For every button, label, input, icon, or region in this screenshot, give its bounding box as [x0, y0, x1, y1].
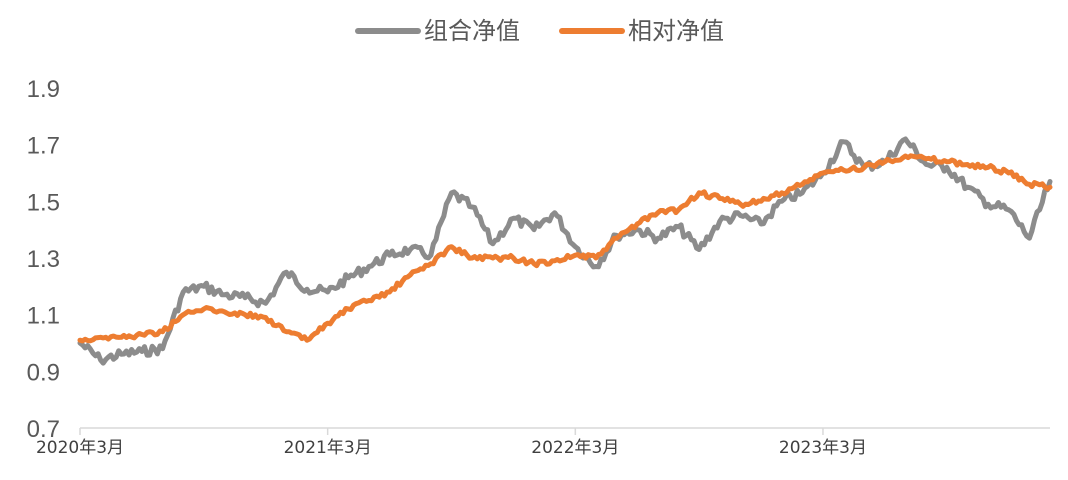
- y-tick-label: 1.7: [27, 133, 60, 160]
- y-tick-label: 1.1: [27, 303, 60, 330]
- x-tick-label: 2020年3月: [36, 438, 124, 458]
- y-tick-label: 1.5: [27, 189, 60, 216]
- legend: 组合净值 相对净值: [355, 17, 724, 45]
- y-tick-label: 0.9: [27, 359, 60, 386]
- x-tick-label: 2023年3月: [779, 438, 867, 458]
- series-line-portfolio: [77, 136, 1053, 366]
- x-tick-label: 2022年3月: [531, 438, 619, 458]
- x-tick-label: 2021年3月: [284, 438, 372, 458]
- legend-label: 相对净值: [628, 17, 724, 45]
- x-axis-ticks: 2020年3月 2021年3月 2022年3月 2023年3月: [36, 428, 867, 458]
- y-tick-label: 0.7: [27, 416, 60, 443]
- series-line-relative: [77, 153, 1053, 344]
- y-tick-label: 1.3: [27, 246, 60, 273]
- series-layer: [77, 136, 1053, 366]
- legend-label: 组合净值: [424, 17, 520, 45]
- y-axis-ticks: 0.7 0.9 1.1 1.3 1.5 1.7 1.9: [27, 76, 60, 443]
- y-tick-label: 1.9: [27, 76, 60, 103]
